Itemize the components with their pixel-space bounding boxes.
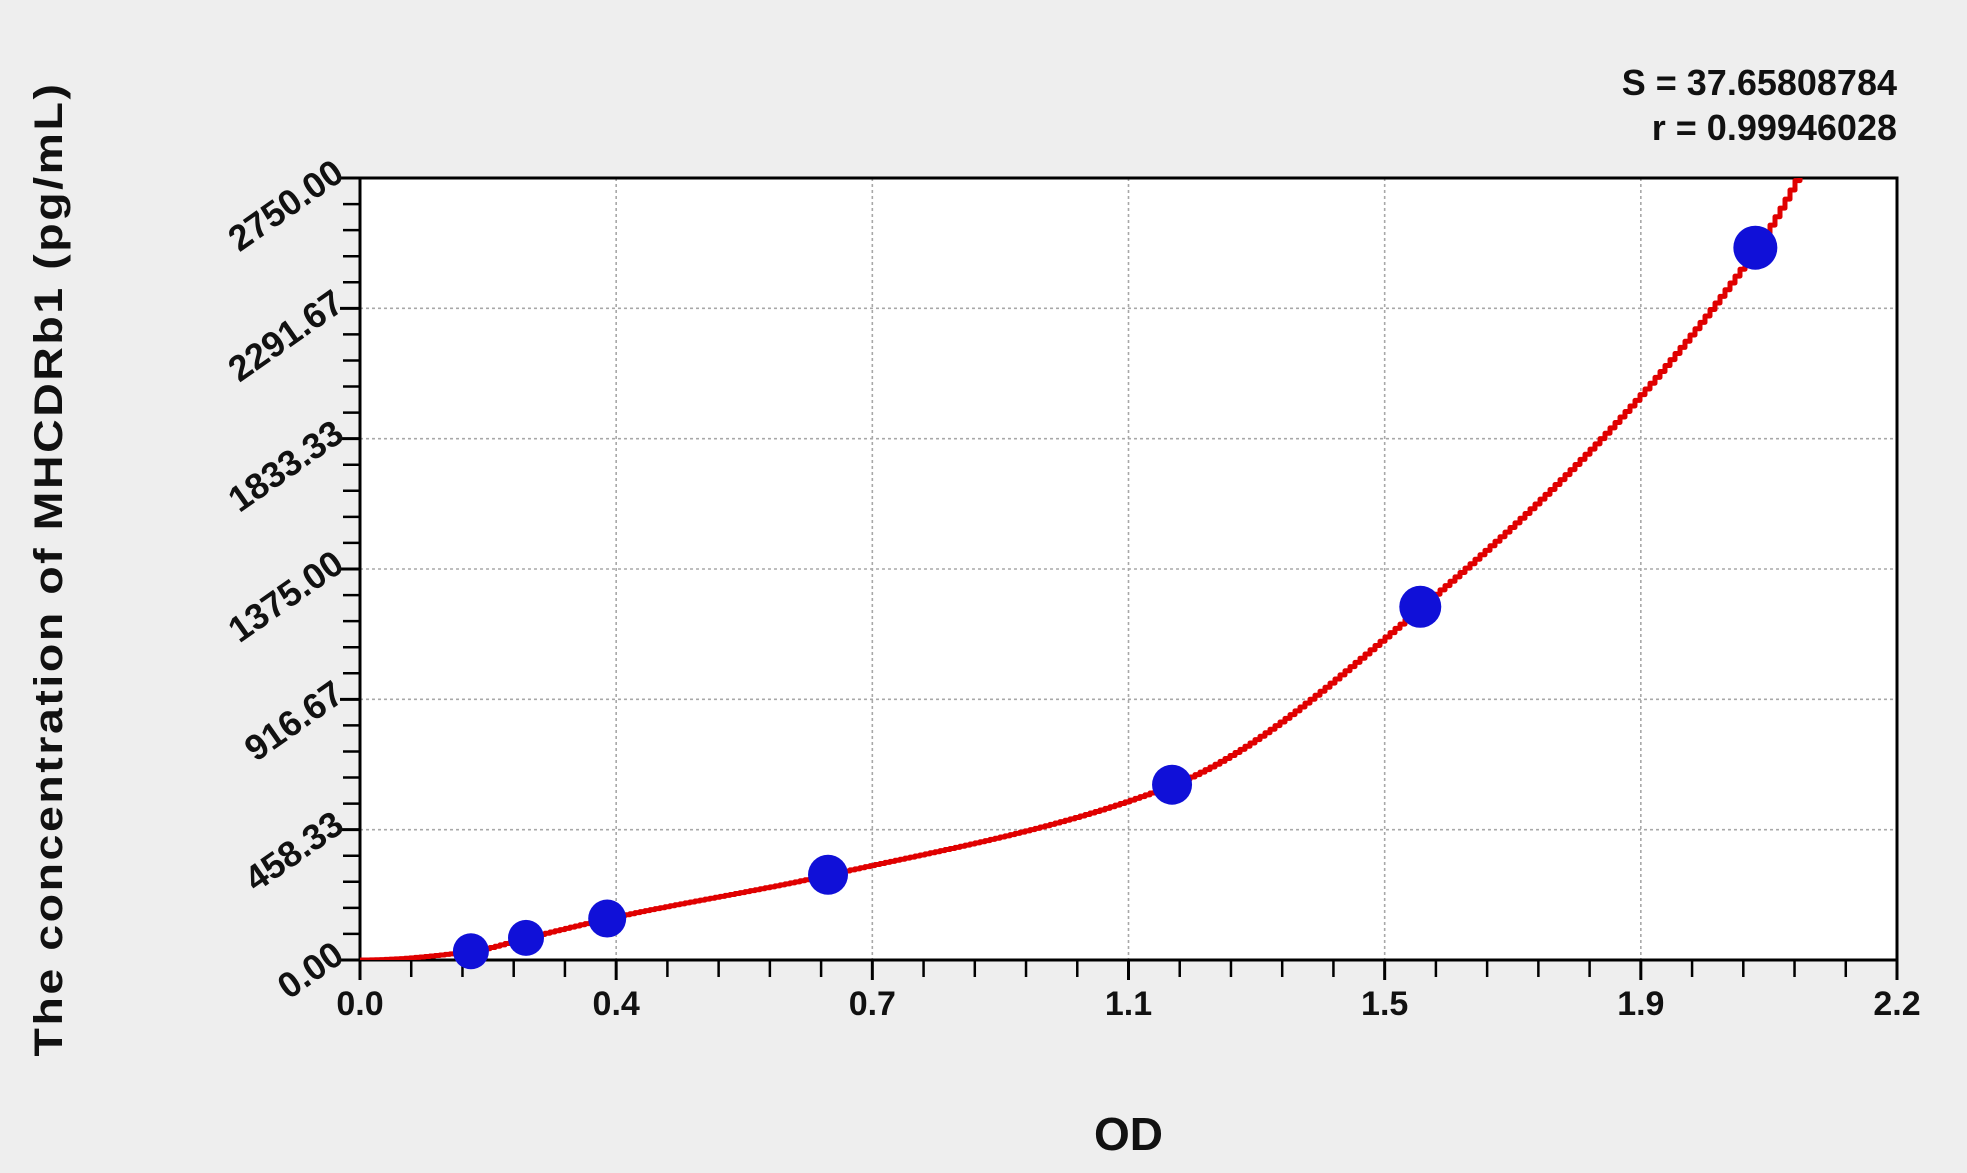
svg-text:1.5: 1.5 [1361, 985, 1408, 1023]
svg-text:OD: OD [1094, 1108, 1163, 1160]
svg-text:1.1: 1.1 [1105, 985, 1152, 1023]
svg-text:S = 37.65808784: S = 37.65808784 [1622, 62, 1897, 103]
svg-text:r = 0.99946028: r = 0.99946028 [1652, 107, 1897, 148]
svg-text:The concentration of MHCDRb1 (: The concentration of MHCDRb1 (pg/mL) [27, 82, 71, 1057]
svg-text:2.2: 2.2 [1873, 985, 1920, 1023]
svg-text:1.9: 1.9 [1617, 985, 1664, 1023]
svg-text:0.4: 0.4 [593, 985, 640, 1023]
svg-text:0.0: 0.0 [336, 985, 383, 1023]
svg-text:0.7: 0.7 [849, 985, 896, 1023]
